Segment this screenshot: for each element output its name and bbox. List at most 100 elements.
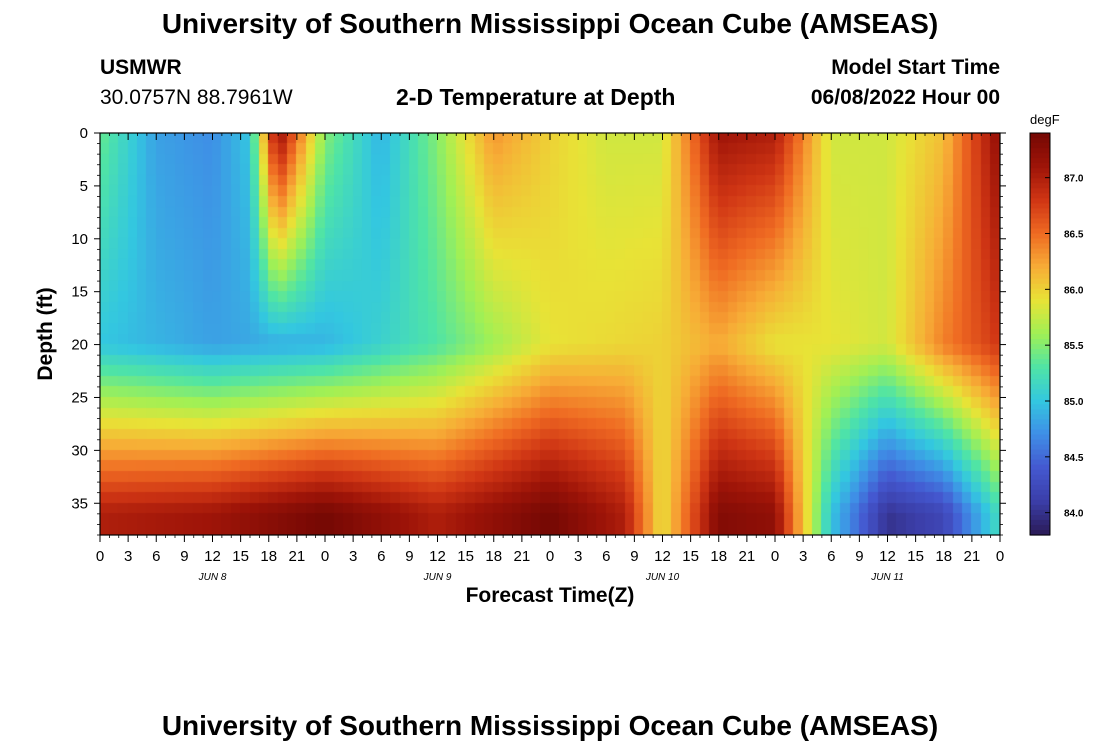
colorbar-segment [1030,489,1050,496]
colorbar-segment [1030,233,1050,240]
y-tick-label: 0 [80,125,88,142]
colorbar-segment [1030,409,1050,415]
chart-title: University of Southern Mississippi Ocean… [161,8,939,39]
x-tick-label: 9 [180,548,188,565]
colorbar-segment [1030,243,1050,250]
colorbar-segment [1030,384,1050,390]
colorbar-segment [1030,133,1050,139]
x-tick-label: 6 [827,548,835,565]
colorbar-segment [1030,328,1050,335]
x-tick-label: 15 [907,548,924,565]
x-tick-label: 3 [574,548,582,565]
colorbar-segment [1030,474,1050,481]
colorbar-segment [1030,509,1050,516]
x-tick-label: 21 [514,548,531,565]
colorbar-segment [1030,394,1050,400]
colorbar-segment [1030,399,1050,405]
model-start-value: 06/08/2022 Hour 00 [810,86,1000,109]
x-tick-label: 6 [377,548,385,565]
x-tick-label: 15 [457,548,474,565]
colorbar-segment [1030,454,1050,461]
colorbar-tick-label: 86.0 [1064,285,1084,296]
colorbar-tick-label: 86.5 [1064,230,1084,241]
colorbar-segment [1030,288,1050,295]
colorbar-segment [1030,303,1050,310]
colorbar-segment [1030,349,1050,355]
y-tick-label: 35 [71,495,88,512]
colorbar-segment [1030,499,1050,506]
colorbar-segment [1030,213,1050,220]
colorbar-segment [1030,198,1050,204]
colorbar-segment [1030,218,1050,225]
colorbar-segment [1030,293,1050,300]
x-tick-label: 21 [289,548,306,565]
x-axis-label: Forecast Time(Z) [465,584,635,607]
colorbar-segment [1030,168,1050,174]
colorbar-segment [1030,444,1050,451]
x-tick-label: 0 [996,548,1004,565]
x-tick-label: 0 [546,548,554,565]
colorbar-segment [1030,429,1050,436]
x-tick-label: 9 [405,548,413,565]
x-tick-label: 12 [654,548,671,565]
colorbar-segment [1030,369,1050,375]
x-tick-label: 12 [879,548,896,565]
colorbar-segment [1030,208,1050,214]
colorbar-segment [1030,404,1050,410]
x-tick-label: 0 [771,548,779,565]
colorbar-segment [1030,193,1050,199]
x-tick-label: 12 [204,548,221,565]
colorbar-segment [1030,278,1050,285]
day-label: JUN 10 [645,572,680,583]
station-coordinates: 30.0757N 88.7961W [100,86,293,109]
x-tick-label: 12 [429,548,446,565]
colorbar-segment [1030,364,1050,370]
chart-subtitle: 2-D Temperature at Depth [396,84,676,110]
colorbar-segment [1030,514,1050,521]
colorbar-segment [1030,339,1050,345]
x-tick-label: 6 [602,548,610,565]
y-tick-label: 15 [71,284,88,301]
colorbar-segment [1030,519,1050,526]
colorbar-segment [1030,173,1050,179]
x-tick-label: 3 [124,548,132,565]
x-tick-label: 18 [935,548,952,565]
temperature-heatmap [100,133,1000,535]
y-tick-label: 30 [71,442,88,459]
colorbar-segment [1030,248,1050,255]
colorbar-segment [1030,459,1050,466]
colorbar-segment [1030,263,1050,270]
colorbar-segment [1030,313,1050,320]
colorbar-segment [1030,188,1050,194]
x-tick-label: 6 [152,548,160,565]
colorbar-segment [1030,504,1050,511]
x-tick-label: 18 [485,548,502,565]
colorbar-frame [1029,132,1051,536]
colorbar-segment [1030,524,1050,531]
y-tick-label: 10 [71,231,88,248]
colorbar-segment [1030,308,1050,315]
colorbar-segment [1030,469,1050,476]
x-tick-label: 3 [799,548,807,565]
colorbar-segment [1030,374,1050,380]
colorbar-segment [1030,318,1050,325]
day-label: JUN 8 [198,572,227,583]
colorbar-segment [1030,163,1050,169]
y-tick-label: 25 [71,389,88,406]
x-tick-label: 0 [96,548,104,565]
y-axis-label: Depth (ft) [34,287,57,381]
colorbar-segment [1030,484,1050,491]
colorbar-segment [1030,158,1050,164]
y-tick-label: 20 [71,337,88,354]
colorbar-tick-label: 84.0 [1064,509,1084,520]
x-tick-label: 21 [739,548,756,565]
colorbar-segment [1030,203,1050,209]
colorbar-segment [1030,323,1050,330]
colorbar-segment [1030,223,1050,230]
colorbar-segment [1030,153,1050,159]
colorbar-segment [1030,258,1050,265]
colorbar-segment [1030,439,1050,446]
colorbar-segment [1030,479,1050,486]
colorbar-segment [1030,183,1050,189]
